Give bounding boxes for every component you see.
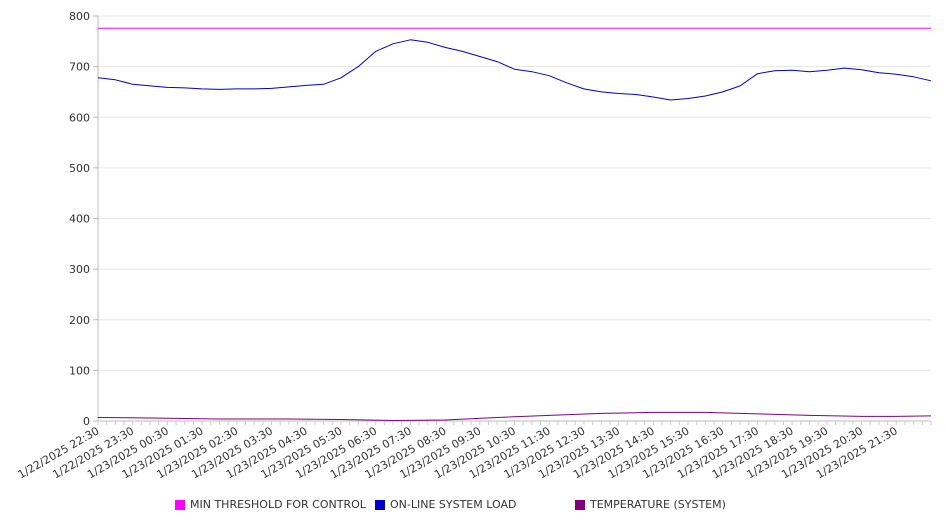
series-lines (97, 27, 932, 421)
legend-item-min-threshold[interactable]: MIN THRESHOLD FOR CONTROL (175, 498, 366, 511)
series-line-2 (97, 411, 932, 421)
series-line-1 (97, 39, 932, 101)
y-tick-label-400: 400 (69, 213, 90, 226)
y-tick-label-500: 500 (69, 162, 90, 175)
y-tick-label-0: 0 (83, 415, 90, 428)
grid-lines (98, 15, 931, 422)
legend-label-temperature: TEMPERATURE (SYSTEM) (590, 498, 726, 511)
legend-swatch-temperature (575, 499, 585, 510)
y-tick-label-700: 700 (69, 61, 90, 74)
axes (93, 15, 932, 425)
x-tick-labels: 1/22/2025 22:301/22/2025 23:301/23/2025 … (16, 424, 900, 481)
legend-item-system-load[interactable]: ON-LINE SYSTEM LOAD (375, 498, 516, 511)
chart-legend: MIN THRESHOLD FOR CONTROL ON-LINE SYSTEM… (0, 498, 946, 514)
y-tick-label-800: 800 (69, 10, 90, 23)
y-tick-labels: 0 100 200 300 400 500 600 700 800 (69, 10, 90, 428)
legend-swatch-min-threshold (175, 499, 185, 510)
y-tick-label-200: 200 (69, 314, 90, 327)
legend-item-temperature[interactable]: TEMPERATURE (SYSTEM) (575, 498, 726, 511)
legend-swatch-system-load (375, 499, 385, 510)
legend-label-system-load: ON-LINE SYSTEM LOAD (390, 498, 517, 511)
legend-label-min-threshold: MIN THRESHOLD FOR CONTROL (190, 498, 366, 511)
y-tick-label-600: 600 (69, 111, 90, 124)
y-tick-label-100: 100 (69, 364, 90, 377)
y-tick-label-300: 300 (69, 263, 90, 276)
